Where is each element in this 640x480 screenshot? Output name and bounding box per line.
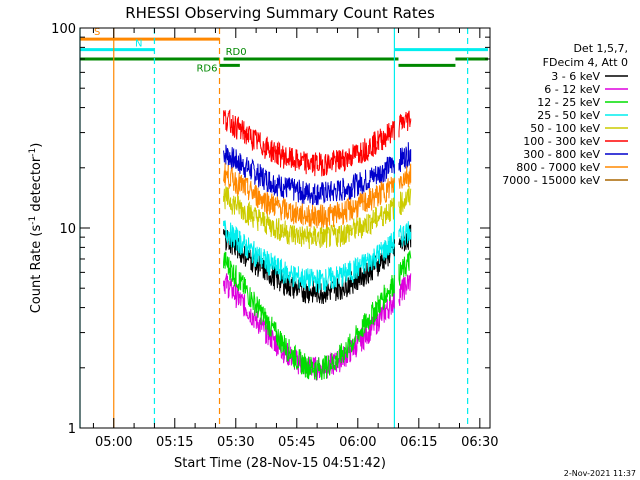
x-tick-label: 05:00	[95, 435, 132, 450]
chart-title: RHESSI Observing Summary Count Rates	[125, 4, 435, 22]
legend-header-line-1: Det 1,5,7,	[573, 42, 628, 55]
series-trace	[223, 108, 412, 177]
x-tick-label: 05:15	[156, 435, 193, 450]
legend-entry-label: 100 - 300 keV	[523, 135, 600, 148]
series-trace	[223, 273, 412, 381]
y-tick-label: 1	[68, 422, 76, 437]
y-tick-label: 10	[59, 222, 76, 237]
legend-entry-label: 6 - 12 keV	[544, 83, 600, 96]
series-trace	[223, 220, 412, 293]
legend-entry-label: 3 - 6 keV	[551, 70, 600, 83]
series-trace	[223, 185, 412, 250]
series-trace	[223, 163, 412, 229]
y-axis: 1 10 100	[51, 22, 490, 437]
y-tick-label: 100	[51, 22, 76, 37]
x-axis-label: Start Time (28-Nov-15 04:51:42)	[174, 456, 386, 471]
legend-entry-label: 50 - 100 keV	[530, 122, 600, 135]
legend-entry-label: 12 - 25 keV	[537, 96, 600, 109]
flag-label: N	[135, 39, 142, 50]
flag-label: RD0	[226, 47, 247, 58]
flag-label: RD6	[196, 63, 217, 74]
legend-entry-label: 800 - 7000 keV	[516, 161, 600, 174]
legend-entry-label: 25 - 50 keV	[537, 109, 600, 122]
x-axis: 05:00 05:15 05:30 05:45 06:00 06:15 06:30	[92, 28, 499, 450]
series-trace	[223, 250, 412, 381]
legend-header-line-2: FDecim 4, Att 0	[543, 56, 628, 69]
legend-entry-label: 7000 - 15000 keV	[502, 174, 600, 187]
series-trace	[223, 142, 412, 207]
flags-layer: S N RD0 RD6	[80, 27, 488, 74]
series-layer	[223, 108, 412, 381]
x-tick-label: 06:15	[400, 435, 437, 450]
flag-label: S	[94, 27, 100, 38]
x-tick-label: 06:00	[339, 435, 376, 450]
x-tick-label: 06:30	[461, 435, 498, 450]
y-axis-label: Count Rate (s-1 detector-1)	[28, 143, 44, 314]
x-tick-label: 05:45	[278, 435, 315, 450]
legend-entry-label: 300 - 800 keV	[523, 148, 600, 161]
x-tick-label: 05:30	[217, 435, 254, 450]
footer-timestamp: 2-Nov-2021 11:37	[564, 469, 636, 478]
